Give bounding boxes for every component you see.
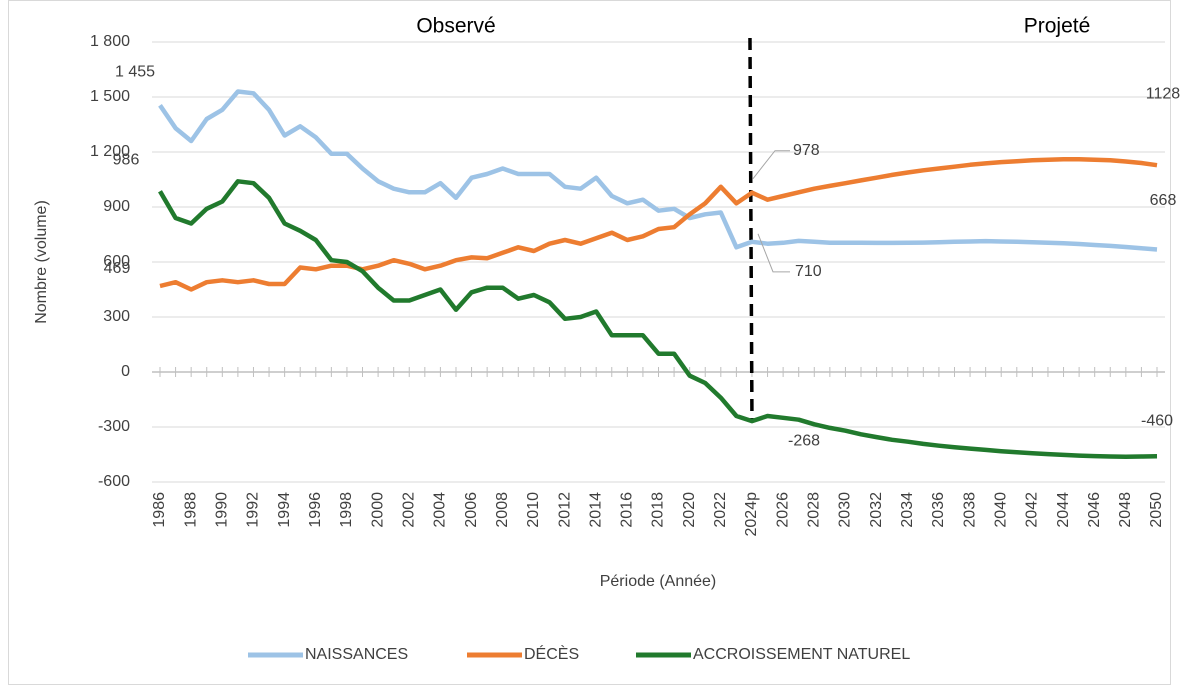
x-axis-label: Période (Année) bbox=[600, 573, 717, 590]
y-tick-label: 0 bbox=[121, 363, 130, 380]
chart-frame bbox=[8, 0, 1171, 685]
x-tick-label: 2024p bbox=[743, 492, 760, 537]
data-label: 986 bbox=[113, 151, 140, 168]
x-tick-label: 2044 bbox=[1055, 492, 1072, 528]
leader-line bbox=[757, 233, 790, 273]
x-tick-label: 1994 bbox=[276, 492, 293, 528]
annotation: Observé bbox=[416, 15, 495, 38]
data-label: 469 bbox=[104, 260, 131, 277]
projection-divider bbox=[748, 37, 754, 421]
x-tick-label: 2034 bbox=[899, 492, 916, 528]
legend-label: DÉCÈS bbox=[524, 644, 579, 663]
y-tick-label: -300 bbox=[98, 418, 130, 435]
y-tick-label: -600 bbox=[98, 473, 130, 490]
x-tick-label: 2050 bbox=[1148, 492, 1165, 528]
legend-label: NAISSANCES bbox=[305, 646, 408, 663]
y-tick-label: 1 500 bbox=[90, 88, 130, 105]
y-axis-label: Nombre (volume) bbox=[33, 200, 50, 324]
x-tick-label: 2036 bbox=[930, 492, 947, 528]
legend-label: ACCROISSEMENT NATUREL bbox=[693, 646, 910, 663]
data-label: 710 bbox=[795, 263, 822, 280]
series-line bbox=[158, 89, 1158, 252]
series-line bbox=[159, 157, 1158, 292]
y-tick-label: 1 200 bbox=[90, 143, 130, 160]
data-label: 1128 bbox=[1146, 85, 1180, 102]
x-tick-label: 2006 bbox=[463, 492, 480, 528]
x-tick-label: 2028 bbox=[806, 492, 823, 528]
y-tick-label: 600 bbox=[103, 253, 130, 270]
y-tick-label: 1 800 bbox=[90, 33, 130, 50]
x-tick-label: 1986 bbox=[151, 492, 168, 528]
x-tick-label: 2038 bbox=[961, 492, 978, 528]
annotation: Projeté bbox=[1024, 15, 1091, 38]
x-tick-label: 2010 bbox=[525, 492, 542, 528]
x-tick-label: 1998 bbox=[338, 492, 355, 528]
x-tick-label: 1990 bbox=[214, 492, 231, 528]
x-tick-label: 2048 bbox=[1117, 492, 1134, 528]
x-tick-label: 2020 bbox=[681, 492, 698, 528]
series-line bbox=[158, 179, 1158, 459]
x-tick-label: 2022 bbox=[712, 492, 729, 528]
x-tick-label: 1996 bbox=[307, 492, 324, 528]
x-tick-label: 2026 bbox=[774, 492, 791, 528]
leader-line bbox=[752, 150, 790, 180]
x-tick-label: 2032 bbox=[868, 492, 885, 528]
x-tick-label: 2046 bbox=[1086, 492, 1103, 528]
y-tick-label: 900 bbox=[103, 198, 130, 215]
x-tick-label: 2042 bbox=[1024, 492, 1041, 528]
x-tick-label: 1988 bbox=[182, 492, 199, 528]
x-tick-label: 2012 bbox=[556, 492, 573, 528]
x-tick-label: 2040 bbox=[992, 492, 1009, 528]
x-tick-label: 2018 bbox=[650, 492, 667, 528]
x-tick-label: 2030 bbox=[837, 492, 854, 528]
x-tick-label: 2002 bbox=[400, 492, 417, 528]
data-label: 1 455 bbox=[115, 63, 155, 80]
x-tick-label: 2000 bbox=[369, 492, 386, 528]
x-tick-label: 1992 bbox=[245, 492, 262, 528]
data-label: -460 bbox=[1141, 413, 1173, 430]
x-tick-label: 2004 bbox=[432, 492, 449, 528]
data-label: 668 bbox=[1150, 192, 1177, 209]
data-label: -268 bbox=[788, 432, 820, 449]
data-label: 978 bbox=[793, 142, 820, 159]
x-tick-label: 2016 bbox=[619, 492, 636, 528]
x-tick-label: 2008 bbox=[494, 492, 511, 528]
y-tick-label: 300 bbox=[103, 308, 130, 325]
x-tick-label: 2014 bbox=[587, 492, 604, 528]
